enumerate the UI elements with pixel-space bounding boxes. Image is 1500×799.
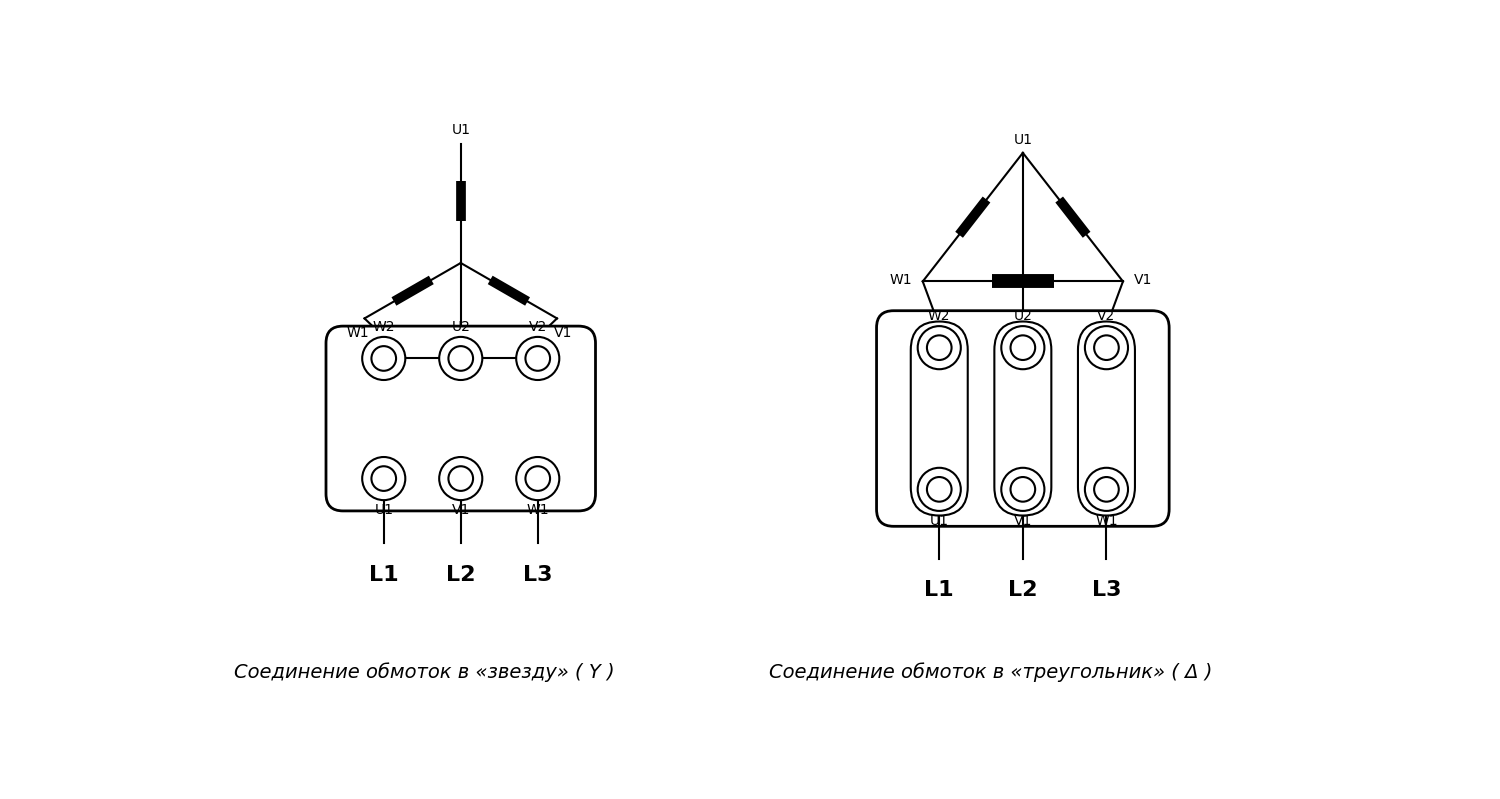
Circle shape [440,337,483,380]
Circle shape [372,346,396,371]
Circle shape [516,337,560,380]
Circle shape [927,336,951,360]
Text: L3: L3 [1092,580,1120,600]
Circle shape [448,346,472,371]
Text: W2: W2 [372,320,394,334]
Text: U2: U2 [1014,309,1032,323]
Circle shape [448,467,472,491]
Text: U2: U2 [452,320,470,334]
Circle shape [362,457,405,500]
Text: L2: L2 [1008,580,1038,600]
Circle shape [918,326,962,369]
Text: V2: V2 [1098,309,1116,323]
FancyBboxPatch shape [876,311,1168,527]
Text: L3: L3 [524,565,552,585]
Circle shape [362,337,405,380]
Text: V1: V1 [452,503,470,517]
Circle shape [1084,467,1128,511]
Circle shape [440,457,483,500]
Text: V2: V2 [528,320,548,334]
Circle shape [1094,336,1119,360]
Circle shape [1011,336,1035,360]
Text: U1: U1 [1014,133,1032,147]
Text: W1: W1 [346,326,369,340]
Text: W2: W2 [928,309,951,323]
Text: W1: W1 [890,273,912,287]
Text: Соединение обмоток в «треугольник» ( Δ ): Соединение обмоток в «треугольник» ( Δ ) [770,662,1212,682]
FancyBboxPatch shape [326,326,596,511]
Text: U1: U1 [375,503,393,517]
Circle shape [1002,467,1044,511]
FancyBboxPatch shape [994,321,1052,515]
FancyBboxPatch shape [1078,321,1136,515]
Text: V1: V1 [1014,514,1032,528]
Circle shape [372,467,396,491]
Text: W1: W1 [1095,514,1118,528]
Text: U1: U1 [930,514,950,528]
Text: L1: L1 [369,565,399,585]
Circle shape [525,467,550,491]
Circle shape [1011,477,1035,502]
Text: Соединение обмоток в «звезду» ( Y ): Соединение обмоток в «звезду» ( Y ) [234,662,614,682]
Text: V1: V1 [1134,273,1152,287]
Text: V1: V1 [554,326,573,340]
Circle shape [927,477,951,502]
Circle shape [516,457,560,500]
Circle shape [1002,326,1044,369]
Circle shape [918,467,962,511]
Text: U1: U1 [452,124,471,137]
Text: L1: L1 [924,580,954,600]
Text: L2: L2 [446,565,476,585]
Circle shape [1084,326,1128,369]
Circle shape [525,346,550,371]
Text: W1: W1 [526,503,549,517]
Circle shape [1094,477,1119,502]
FancyBboxPatch shape [910,321,968,515]
